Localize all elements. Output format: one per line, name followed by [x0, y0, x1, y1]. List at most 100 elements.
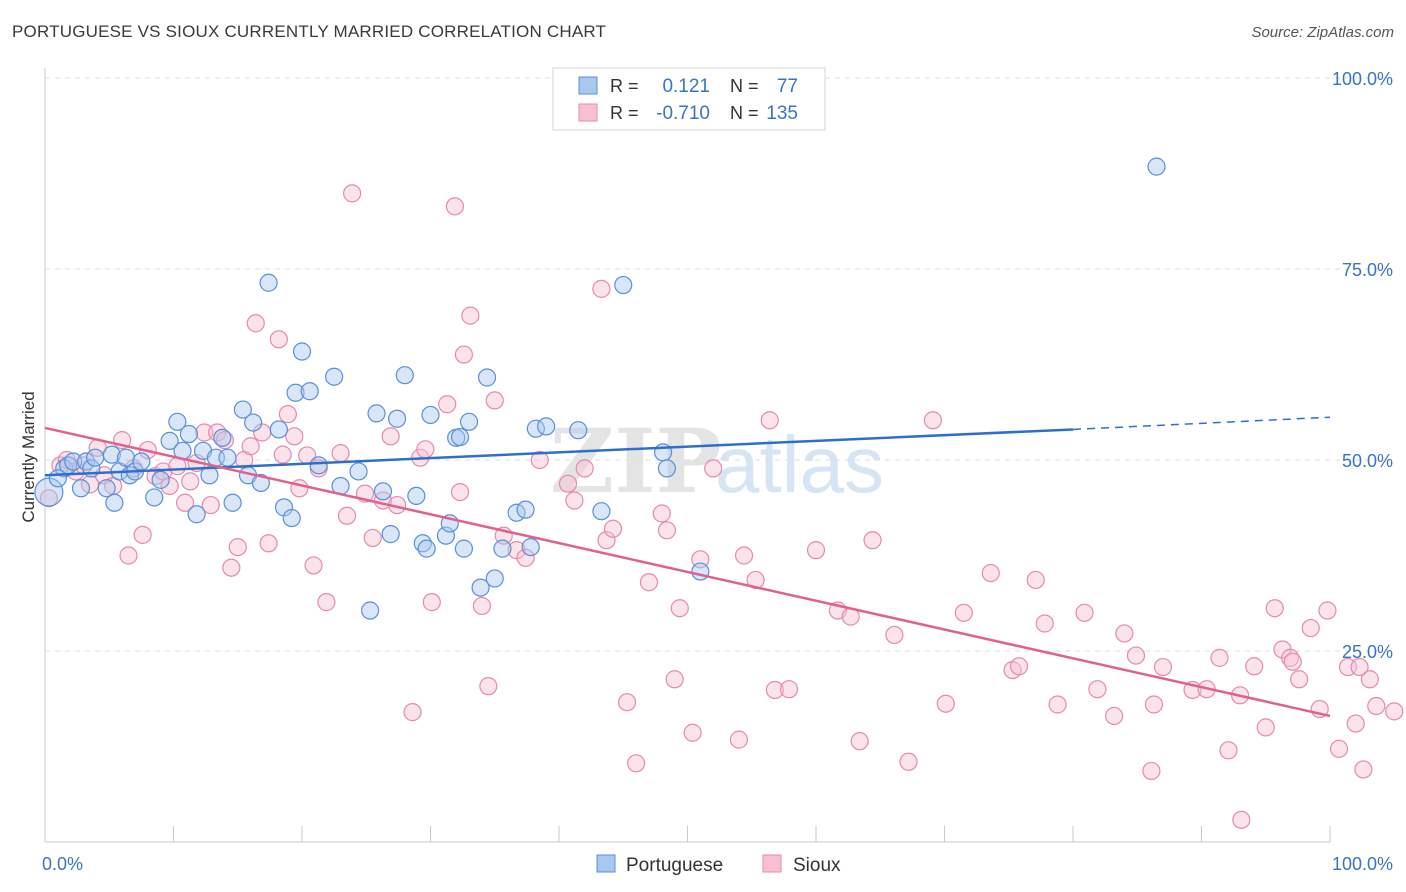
sioux-point — [215, 431, 234, 450]
legend-n-label: N = — [730, 76, 759, 96]
sioux-point — [208, 423, 227, 442]
sioux-point — [1354, 760, 1373, 779]
sioux-point — [422, 593, 441, 612]
sioux-point — [1210, 648, 1229, 667]
portuguese-point — [160, 431, 179, 450]
sioux-point — [729, 730, 749, 749]
sioux-point — [1350, 657, 1369, 677]
sioux-point — [1360, 670, 1379, 689]
sioux-point — [1256, 718, 1275, 737]
sioux-point — [1144, 695, 1164, 714]
sioux-point — [603, 519, 623, 538]
portuguese-point — [387, 409, 407, 428]
sioux-point — [472, 596, 491, 616]
sioux-point — [241, 437, 260, 456]
portuguese-point — [64, 452, 83, 471]
portuguese-point — [282, 508, 301, 528]
portuguese-point — [417, 539, 436, 558]
sioux-point — [954, 603, 973, 622]
bottom-legend-swatch-portuguese — [596, 854, 616, 873]
sioux-point — [450, 482, 470, 502]
legend-swatch-sioux — [578, 103, 598, 122]
portuguese-point — [102, 445, 121, 464]
portuguese-point — [421, 405, 440, 425]
sioux-point — [1329, 739, 1349, 758]
sioux-point — [665, 670, 684, 689]
sioux-point — [1075, 603, 1094, 622]
sioux-point — [259, 534, 278, 553]
sioux-point — [597, 531, 616, 550]
sioux-point — [416, 440, 435, 459]
sioux-point — [1318, 601, 1337, 620]
sioux-point — [558, 474, 578, 493]
sioux-point — [438, 395, 457, 414]
sioux-point — [269, 330, 288, 349]
sioux-point — [479, 677, 498, 696]
sioux-point — [1115, 624, 1134, 643]
portuguese-point — [97, 479, 116, 498]
sioux-point — [381, 427, 400, 446]
legend-r-label: R = — [610, 103, 639, 123]
sioux-point — [760, 411, 779, 430]
portuguese-point — [407, 486, 426, 506]
sioux-point — [317, 593, 336, 612]
sioux-point — [119, 546, 138, 565]
sioux-point — [337, 506, 357, 525]
sioux-point — [1301, 618, 1320, 638]
portuguese-point — [493, 539, 512, 558]
portuguese-point — [286, 383, 305, 402]
portuguese-point — [145, 488, 164, 507]
y-tick-label: 100.0% — [1332, 69, 1393, 89]
portuguese-point — [521, 537, 540, 557]
sioux-point — [779, 680, 799, 699]
portuguese-point — [223, 493, 242, 512]
sioux-point — [1219, 741, 1238, 760]
portuguese-point — [213, 428, 232, 447]
sioux-point — [331, 444, 350, 463]
sioux-point — [1265, 599, 1284, 618]
y-tick-label: 50.0% — [1342, 451, 1393, 471]
watermark-zip: ZIP — [550, 409, 722, 513]
sioux-point — [1283, 652, 1302, 671]
sioux-point — [863, 531, 882, 550]
portuguese-point — [233, 400, 252, 419]
portuguese-point — [592, 502, 611, 521]
portuguese-point — [477, 368, 497, 387]
sioux-point — [850, 732, 869, 751]
sioux-point — [1153, 657, 1173, 677]
portuguese-point — [454, 539, 474, 558]
sioux-point — [923, 411, 943, 430]
sioux-point — [1026, 570, 1045, 590]
sioux-trend-line — [44, 426, 1331, 718]
portuguese-point — [86, 448, 105, 467]
portuguese-point — [459, 412, 479, 431]
sioux-point — [1126, 646, 1146, 665]
watermark-atlas: atlas — [715, 420, 884, 509]
portuguese-point — [179, 424, 199, 444]
portuguese-point — [151, 470, 170, 489]
portuguese-point — [71, 479, 91, 498]
sioux-point — [1048, 695, 1067, 714]
legend-n-value-sioux: 135 — [766, 103, 798, 124]
sioux-point — [39, 489, 58, 508]
portuguese-point — [244, 413, 263, 432]
sioux-point — [273, 445, 292, 464]
sioux-point — [657, 521, 677, 540]
portuguese-trend-extension — [1072, 416, 1331, 431]
sioux-point — [461, 306, 480, 325]
sioux-point — [1346, 714, 1365, 733]
sioux-point — [626, 754, 646, 773]
portuguese-point — [218, 448, 237, 467]
portuguese-point — [614, 275, 633, 295]
sioux-point — [1009, 657, 1029, 676]
portuguese-point — [471, 578, 490, 597]
sioux-point — [981, 563, 1000, 583]
sioux-point — [899, 752, 918, 771]
sioux-point — [1088, 680, 1107, 699]
sioux-point — [201, 495, 220, 515]
portuguese-point — [373, 482, 393, 501]
sioux-point — [485, 391, 504, 410]
sioux-point — [228, 537, 247, 557]
sioux-point — [1232, 810, 1251, 829]
